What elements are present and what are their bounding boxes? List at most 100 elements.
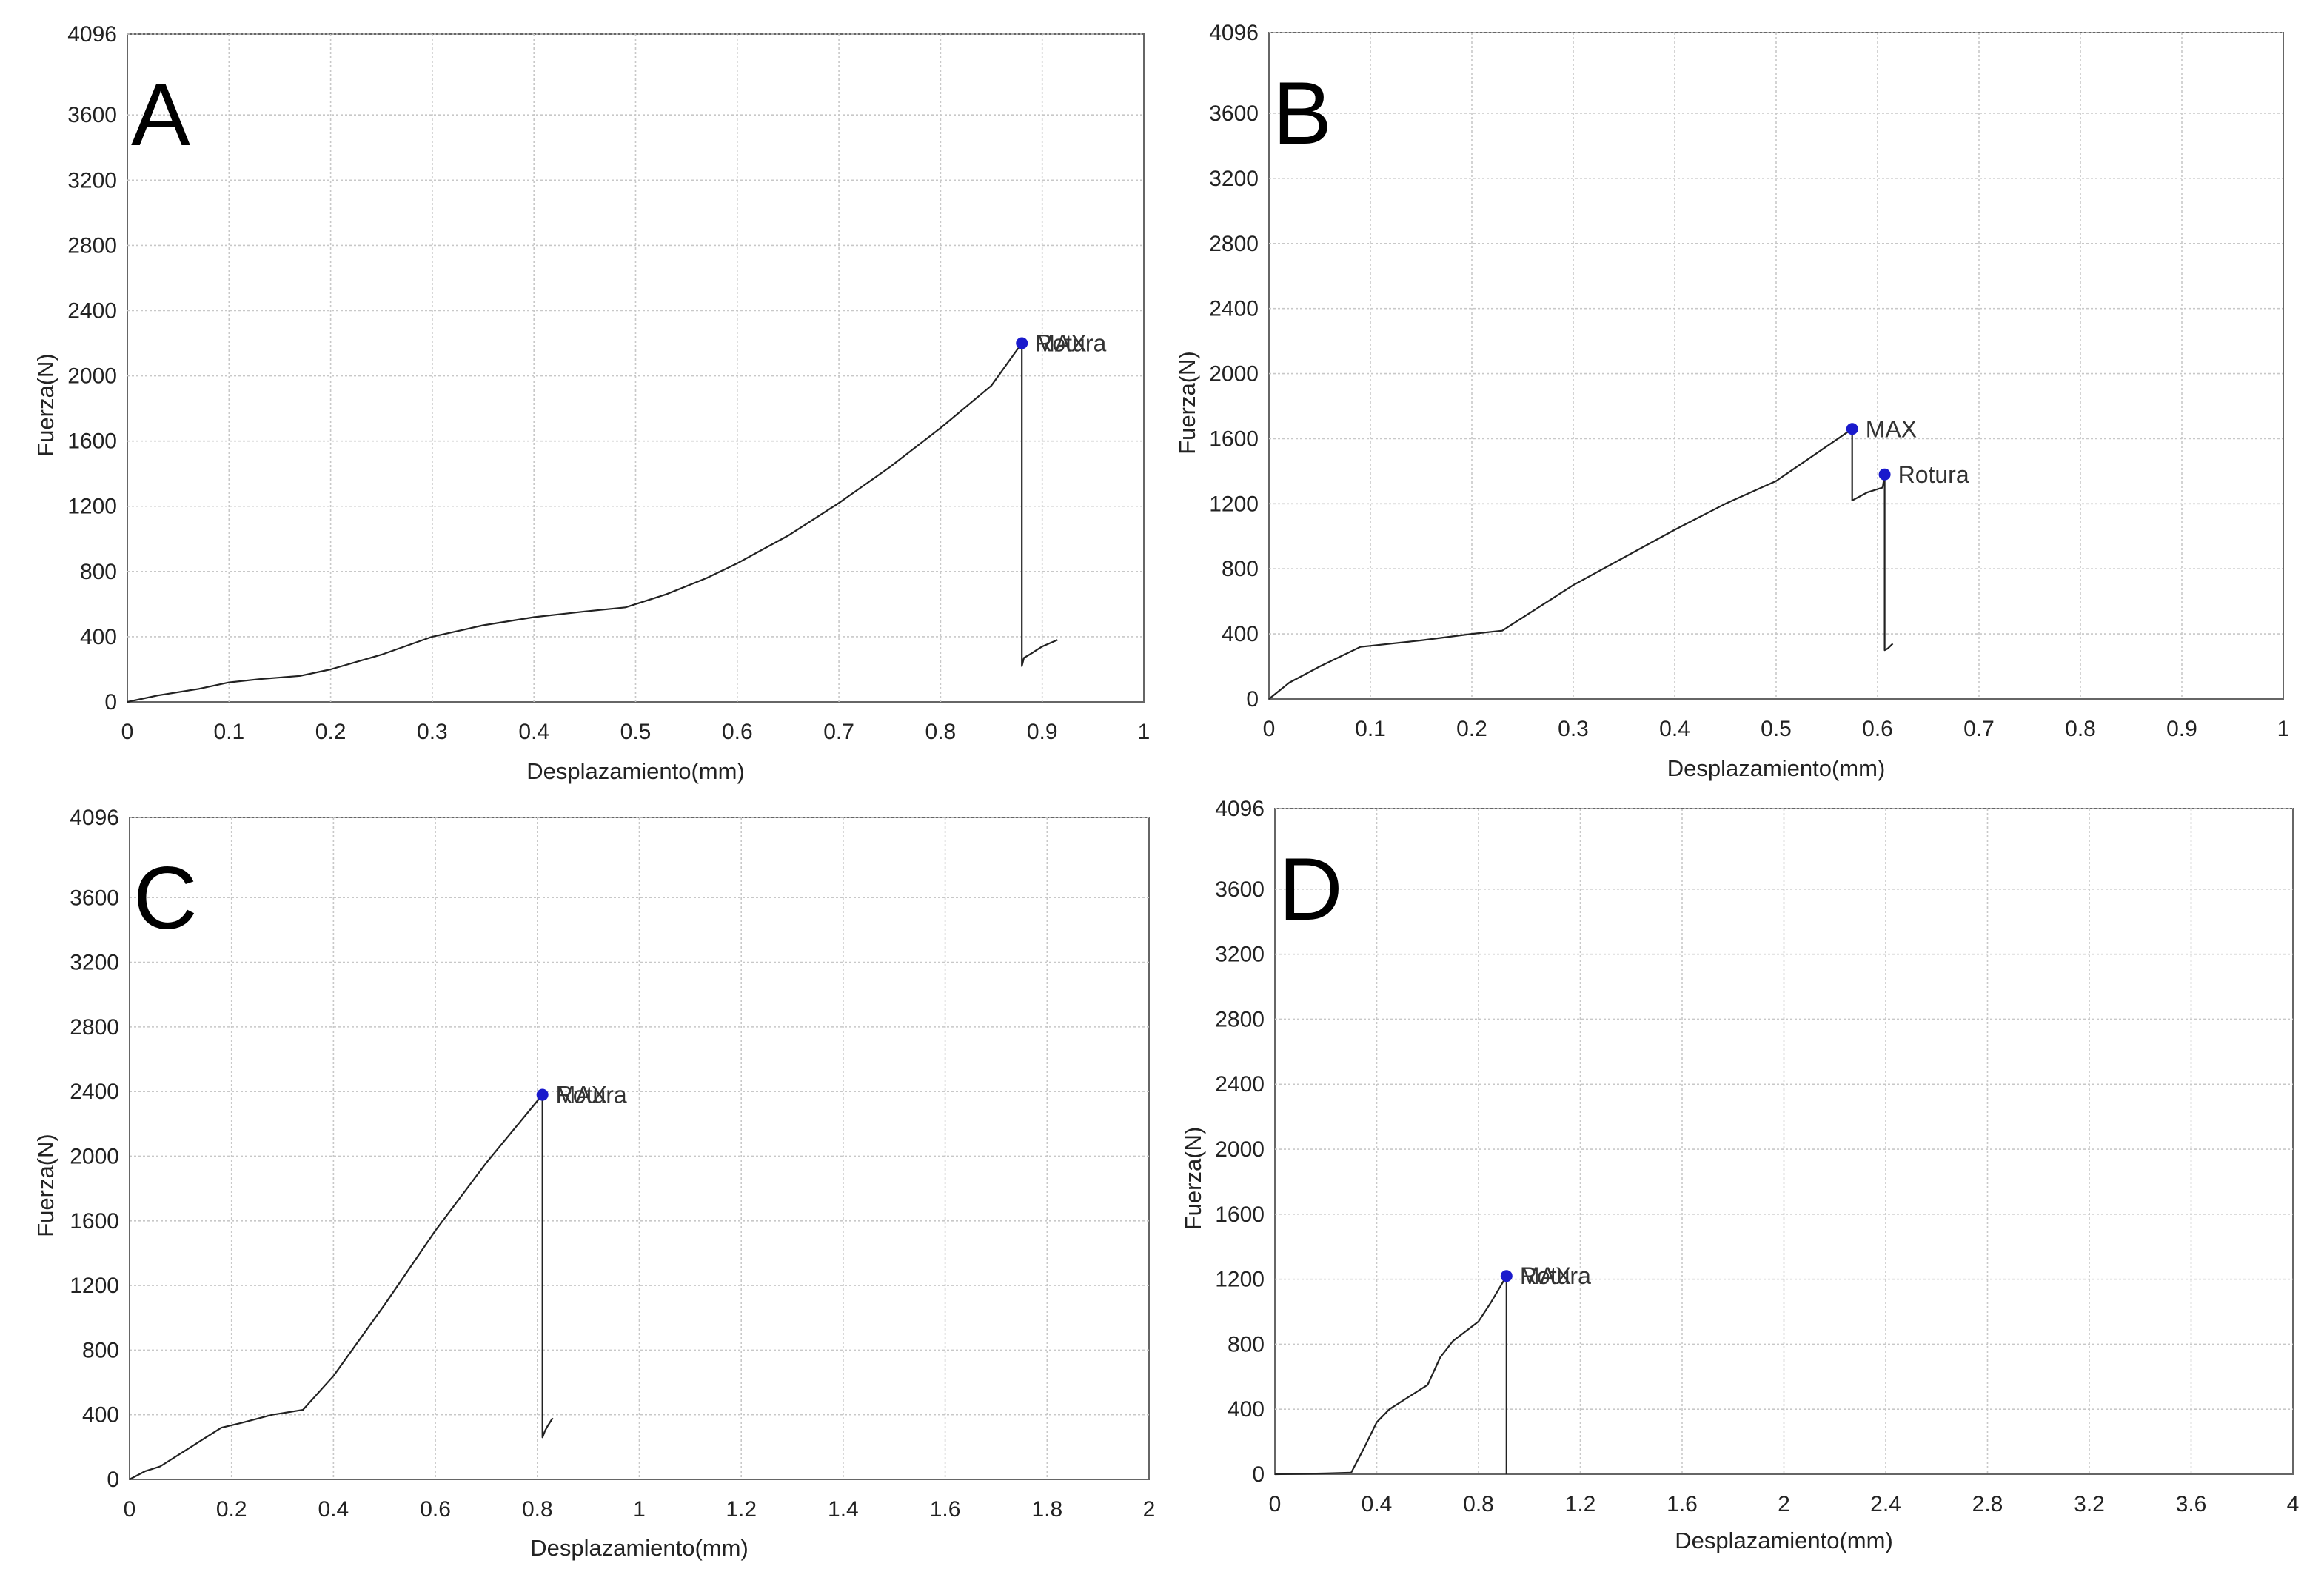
- y-tick-labels: 0 400 800 1200 1600 2000 2400 2800 3200 3600 4096: [67, 22, 117, 715]
- x-tick-label: 0.6: [420, 1497, 451, 1522]
- x-tick-label: 1.6: [930, 1497, 961, 1522]
- x-tick-label: 0.7: [823, 720, 854, 744]
- x-tick-label: 0.5: [620, 720, 652, 744]
- point-marker: [1016, 337, 1028, 349]
- x-tick-label: 0.9: [1027, 720, 1058, 744]
- grid-lines: [1275, 808, 2293, 1474]
- x-axis-label: Desplazamiento(mm): [1667, 755, 1886, 781]
- x-tick-label: 0.2: [315, 720, 346, 744]
- x-tick-label: 0.6: [722, 720, 753, 744]
- x-tick-label: 0.2: [1456, 717, 1487, 741]
- force-curve: [1274, 1275, 1507, 1476]
- y-tick-label: 800: [1228, 1332, 1265, 1356]
- y-tick-label: 3600: [1215, 877, 1265, 902]
- annotation-label: Rotura: [1035, 330, 1106, 357]
- x-tick-label: 0.4: [1362, 1492, 1393, 1516]
- y-tick-label: 1600: [1209, 426, 1259, 451]
- x-tick-label: 1.8: [1031, 1497, 1062, 1522]
- x-tick-labels: 0 0.1 0.2 0.3 0.4 0.5 0.6 0.7 0.8 0.9 1: [1263, 717, 2290, 741]
- y-tick-label: 400: [1228, 1397, 1265, 1422]
- panel-letter: B: [1273, 64, 1332, 163]
- x-tick-label: 2: [1778, 1492, 1790, 1516]
- y-tick-label: 3600: [1209, 101, 1259, 126]
- y-tick-label: 2800: [70, 1015, 119, 1040]
- grid-lines: [130, 817, 1149, 1479]
- y-tick-label: 4096: [1215, 797, 1265, 821]
- y-axis-label: Fuerza(N): [33, 353, 58, 457]
- force-curve: [127, 342, 1058, 703]
- y-tick-label: 400: [1222, 622, 1259, 646]
- point-marker: [536, 1088, 549, 1101]
- annotation-label: Rotura: [1520, 1262, 1591, 1289]
- x-tick-label: 2: [1143, 1497, 1156, 1522]
- x-tick-label: 0.3: [1558, 717, 1589, 741]
- x-tick-label: 0.8: [1463, 1492, 1494, 1516]
- data-series: [129, 1094, 554, 1480]
- x-tick-label: 0.8: [2065, 717, 2096, 741]
- point-marker: [1500, 1270, 1513, 1282]
- y-tick-label: 2400: [1215, 1072, 1265, 1097]
- x-tick-label: 1.4: [828, 1497, 859, 1522]
- point-marker: [1878, 468, 1891, 481]
- y-tick-label: 3600: [70, 886, 119, 910]
- y-tick-label: 3200: [67, 168, 117, 193]
- y-tick-label: 2400: [70, 1080, 119, 1104]
- y-tick-label: 1200: [70, 1274, 119, 1298]
- annotation-label: Rotura: [556, 1082, 627, 1108]
- data-series: [127, 342, 1058, 703]
- y-tick-label: 0: [1246, 687, 1259, 712]
- panel-letter: A: [131, 65, 190, 164]
- y-tick-label: 2800: [67, 233, 117, 258]
- x-tick-label: 0: [124, 1497, 136, 1522]
- y-tick-label: 1600: [67, 429, 117, 454]
- x-tick-label: 1: [1138, 720, 1151, 744]
- x-tick-label: 1: [2277, 717, 2290, 741]
- y-tick-label: 0: [104, 690, 117, 715]
- x-tick-label: 2.4: [1870, 1492, 1901, 1516]
- x-tick-label: 0.4: [318, 1497, 349, 1522]
- y-axis-label: Fuerza(N): [1180, 1127, 1206, 1231]
- data-series: [1274, 1275, 1507, 1476]
- x-tick-labels: 0 0.1 0.2 0.3 0.4 0.5 0.6 0.7 0.8 0.9 1: [121, 720, 1151, 744]
- x-tick-label: 3.6: [2176, 1492, 2207, 1516]
- y-tick-labels: 0 400 800 1200 1600 2000 2400 2800 3200 3600 4096: [1209, 21, 1259, 712]
- annotation-label: MAX: [1866, 415, 1917, 442]
- grid-lines: [127, 33, 1144, 702]
- annotation-label: MAX: [1520, 1262, 1571, 1289]
- panel-letter: C: [133, 849, 198, 948]
- x-tick-label: 0.1: [213, 720, 244, 744]
- x-tick-label: 0.4: [518, 720, 549, 744]
- annotation-label: MAX: [1035, 330, 1086, 357]
- x-tick-label: 0.6: [1862, 717, 1893, 741]
- y-tick-label: 800: [80, 560, 117, 584]
- annotation-label: MAX: [556, 1082, 607, 1108]
- y-tick-label: 400: [82, 1403, 119, 1428]
- x-tick-label: 2.8: [1972, 1492, 2003, 1516]
- force-curve: [1268, 428, 1894, 700]
- y-tick-label: 4096: [1209, 21, 1259, 45]
- x-tick-labels: 0 0.2 0.4 0.6 0.8 1 1.2 1.4 1.6 1.8 2: [124, 1497, 1156, 1522]
- x-tick-label: 0.5: [1761, 717, 1792, 741]
- y-tick-label: 1600: [1215, 1202, 1265, 1227]
- grid-lines: [1269, 32, 2283, 699]
- x-tick-label: 0: [1263, 717, 1276, 741]
- x-tick-label: 4: [2287, 1492, 2300, 1516]
- y-tick-label: 2800: [1209, 232, 1259, 256]
- x-tick-label: 0.7: [1963, 717, 1995, 741]
- y-tick-label: 1600: [70, 1209, 119, 1234]
- y-tick-label: 400: [80, 625, 117, 649]
- y-axis-label: Fuerza(N): [1174, 351, 1200, 455]
- y-axis-label: Fuerza(N): [33, 1134, 58, 1237]
- y-tick-label: 2400: [1209, 297, 1259, 321]
- chart-panel-a: 040080012001600200024002800320036004096 …: [33, 22, 1151, 784]
- x-tick-label: 0.3: [417, 720, 448, 744]
- y-tick-label: 3200: [70, 951, 119, 975]
- x-tick-labels: 0 0.4 0.8 1.2 1.6 2 2.4 2.8 3.2 3.6 4: [1269, 1492, 2300, 1516]
- y-tick-label: 1200: [1215, 1268, 1265, 1292]
- chart-panel-b: 040080012001600200024002800320036004096 …: [1174, 21, 2290, 781]
- x-tick-label: 0: [121, 720, 134, 744]
- chart-panel-d: 040080012001600200024002800320036004096 …: [1180, 797, 2300, 1553]
- y-tick-label: 800: [82, 1338, 119, 1362]
